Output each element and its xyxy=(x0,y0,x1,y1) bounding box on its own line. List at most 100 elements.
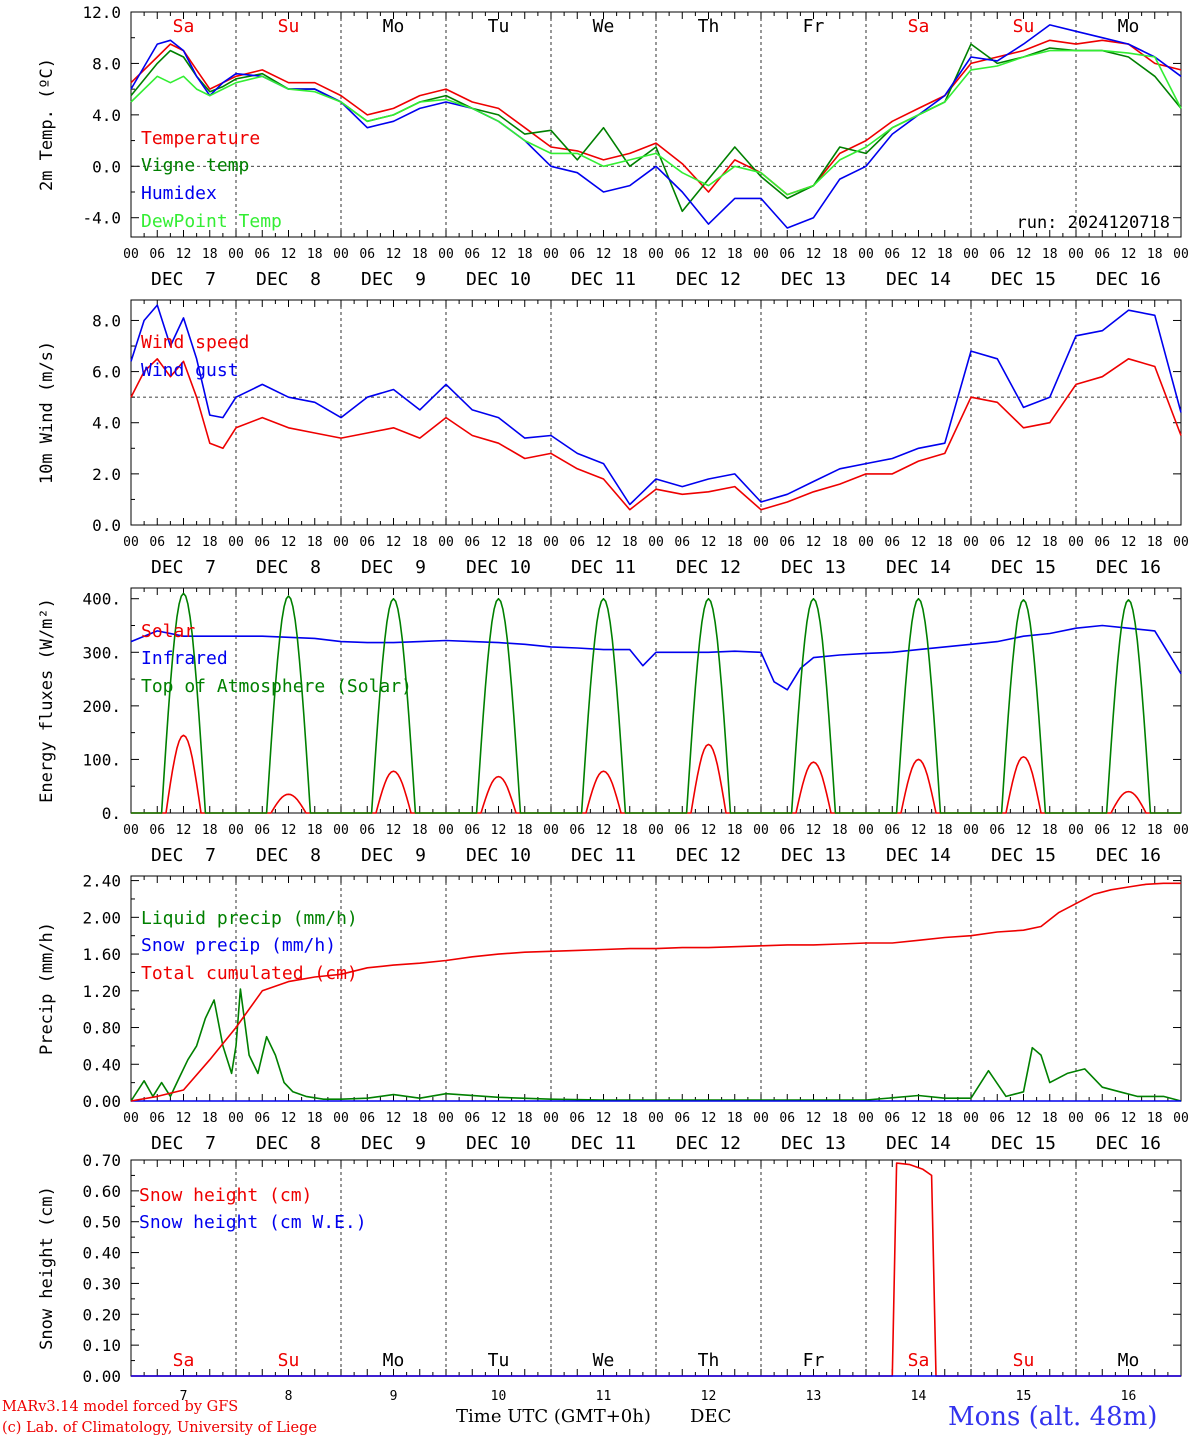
plot-frame xyxy=(130,11,1182,238)
weekday-label: Tu xyxy=(488,16,510,37)
x-hour-label: 18 xyxy=(622,823,638,838)
x-hour-label: 00 xyxy=(228,247,244,262)
y-tick-label: 300. xyxy=(82,643,121,662)
x-day-label: DEC 16 xyxy=(1096,269,1161,290)
y-tick-label: 0.70 xyxy=(82,1151,121,1170)
x-hour-label: 18 xyxy=(1042,535,1058,550)
weekday-label: We xyxy=(593,1350,615,1371)
x-hour-label: 12 xyxy=(386,247,402,262)
station-name: Mons (alt. 48m) xyxy=(948,1402,1158,1432)
x-hour-label: 00 xyxy=(543,1111,559,1126)
weekday-label: Mo xyxy=(383,1350,405,1371)
model-credit: MARv3.14 model forced by GFS xyxy=(2,1399,239,1415)
legend-entry: Liquid precip (mm/h) xyxy=(141,908,358,929)
y-tick-label: 1.20 xyxy=(82,982,121,1001)
x-hour-label: 06 xyxy=(149,823,165,838)
weekday-label: Th xyxy=(698,1350,720,1371)
x-hour-label: 18 xyxy=(727,247,743,262)
y-tick-label: 4.0 xyxy=(92,414,121,433)
x-hour-label: 00 xyxy=(438,535,454,550)
x-hour-label: 06 xyxy=(254,535,270,550)
x-hour-label: 12 xyxy=(1121,535,1137,550)
x-hour-label: 18 xyxy=(937,247,953,262)
y-tick-label: 0.40 xyxy=(82,1244,121,1263)
y-tick-label: 0. xyxy=(102,804,121,823)
x-day-label: DEC 7 xyxy=(151,845,216,866)
weekday-label: Sa xyxy=(173,16,195,37)
x-hour-label: 06 xyxy=(359,1111,375,1126)
weekday-label: Sa xyxy=(173,1350,195,1371)
x-hour-label: 18 xyxy=(412,823,428,838)
legend-entry: Wind gust xyxy=(141,360,239,381)
x-day-label: DEC 9 xyxy=(361,557,426,578)
x-day-label: DEC 12 xyxy=(676,557,741,578)
x-day-label: DEC 11 xyxy=(571,845,636,866)
x-hour-label: 18 xyxy=(832,1111,848,1126)
x-hour-label: 06 xyxy=(779,247,795,262)
y-tick-label: -4.0 xyxy=(82,209,121,228)
x-hour-label: 18 xyxy=(937,823,953,838)
y-tick-label: 100. xyxy=(82,750,121,769)
y-tick-label: 0.20 xyxy=(82,1305,121,1324)
x-day-label: DEC 15 xyxy=(991,269,1056,290)
x-hour-label: 18 xyxy=(202,535,218,550)
x-hour-label: 00 xyxy=(438,823,454,838)
x-axis-label: Time UTC (GMT+0h) xyxy=(456,1406,651,1427)
x-hour-label: 12 xyxy=(701,535,717,550)
x-hour-label: 18 xyxy=(517,535,533,550)
x-hour-label: 12 xyxy=(911,823,927,838)
x-hour-label: 18 xyxy=(622,535,638,550)
x-hour-label: 06 xyxy=(464,823,480,838)
y-axis-label: 10m Wind (m/s) xyxy=(37,341,57,484)
y-tick-label: 0.00 xyxy=(82,1367,121,1386)
x-hour-label: 12 xyxy=(1121,823,1137,838)
x-hour-label: 00 xyxy=(858,1111,874,1126)
x-day-label: DEC 12 xyxy=(676,1133,741,1154)
weekday-label: Fr xyxy=(803,16,825,37)
x-hour-label: 18 xyxy=(1147,823,1163,838)
x-hour-label: 00 xyxy=(858,823,874,838)
y-tick-label: 0.30 xyxy=(82,1274,121,1293)
x-hour-label: 00 xyxy=(648,823,664,838)
x-day-number: 16 xyxy=(1121,1389,1137,1404)
x-hour-label: 12 xyxy=(176,535,192,550)
x-hour-label: 12 xyxy=(806,1111,822,1126)
y-tick-label: 2.00 xyxy=(82,908,121,927)
x-hour-label: 12 xyxy=(1016,247,1032,262)
weekday-label: Su xyxy=(1013,1350,1035,1371)
x-day-label: DEC 10 xyxy=(466,1133,531,1154)
legend-entry: Temperature xyxy=(141,128,260,149)
x-hour-label: 00 xyxy=(648,247,664,262)
x-hour-label: 06 xyxy=(254,1111,270,1126)
y-axis-label: Precip (mm/h) xyxy=(37,922,57,1055)
x-hour-label: 12 xyxy=(281,247,297,262)
x-hour-label: 00 xyxy=(228,1111,244,1126)
x-day-label: DEC 10 xyxy=(466,557,531,578)
y-tick-label: 200. xyxy=(82,697,121,716)
x-day-label: DEC 16 xyxy=(1096,557,1161,578)
x-hour-label: 00 xyxy=(228,823,244,838)
x-hour-label: 06 xyxy=(569,247,585,262)
x-day-number: 8 xyxy=(285,1389,293,1404)
x-hour-label: 18 xyxy=(307,1111,323,1126)
x-hour-label: 12 xyxy=(806,535,822,550)
x-hour-label: 18 xyxy=(517,823,533,838)
legend-entry: Snow height (cm W.E.) xyxy=(139,1212,367,1233)
x-day-label: DEC 10 xyxy=(466,269,531,290)
x-hour-label: 00 xyxy=(123,1111,139,1126)
x-day-label: DEC 7 xyxy=(151,557,216,578)
x-day-label: DEC 12 xyxy=(676,269,741,290)
x-hour-label: 12 xyxy=(701,247,717,262)
legend-entry: Snow height (cm) xyxy=(139,1185,312,1206)
x-hour-label: 00 xyxy=(438,247,454,262)
x-day-label: DEC 13 xyxy=(781,1133,846,1154)
legend-entry: Snow precip (mm/h) xyxy=(141,935,336,956)
x-day-number: 15 xyxy=(1016,1389,1032,1404)
legend-entry: Top of Atmosphere (Solar) xyxy=(141,676,412,697)
weekday-label: Sa xyxy=(908,1350,930,1371)
temperature-line xyxy=(130,39,1182,196)
y-tick-label: 2.40 xyxy=(82,872,121,891)
x-hour-label: 06 xyxy=(779,1111,795,1126)
x-day-label: DEC 8 xyxy=(256,557,321,578)
x-hour-label: 18 xyxy=(832,823,848,838)
